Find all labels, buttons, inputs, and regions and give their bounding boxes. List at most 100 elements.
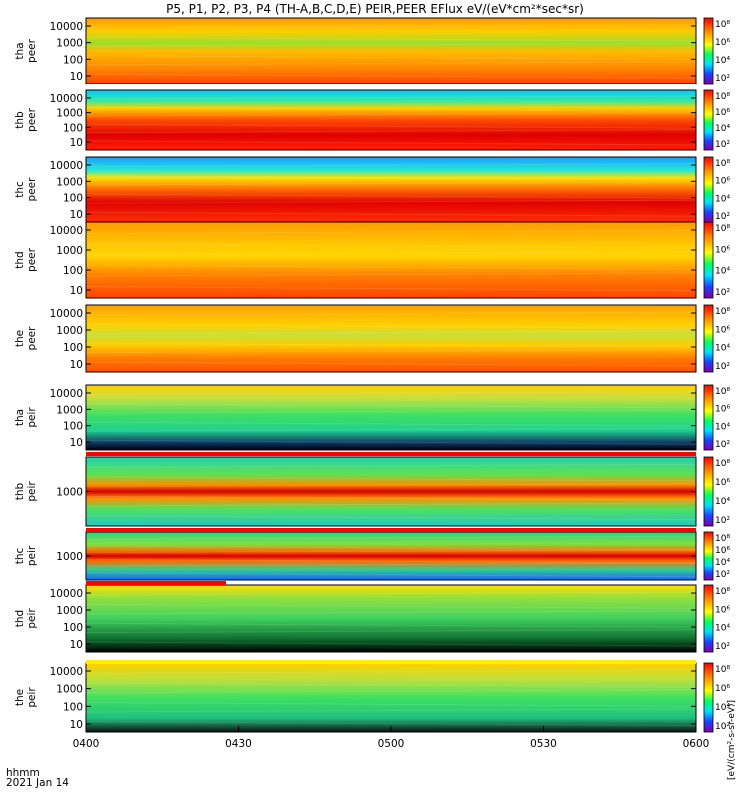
colorbar-tick-label: 10⁴ xyxy=(715,344,730,354)
colorbar-tick-label: 10² xyxy=(715,288,730,298)
band-line xyxy=(85,549,697,554)
x-tick-label: 0400 xyxy=(73,738,100,750)
colorbar xyxy=(703,304,714,373)
band-line xyxy=(85,95,697,100)
spectrogram-thc-peer xyxy=(86,157,696,222)
x-tick-label: 0530 xyxy=(530,738,557,750)
band-line xyxy=(85,73,697,79)
panel-the-peir: 10000 1000 100 10 the peir 10⁸ 10⁶ 10⁴ 10² xyxy=(14,662,730,733)
band-line xyxy=(85,42,697,47)
colorbar-tick-label: 10⁸ xyxy=(715,534,730,544)
band-line xyxy=(85,409,697,414)
y-tick-label: 1000 xyxy=(56,108,83,120)
spectrogram-the-peer xyxy=(86,305,696,372)
colorbar-tick-label: 10² xyxy=(715,570,730,580)
spectrogram-thb-peer xyxy=(86,90,696,150)
y-tick-label: 1000 xyxy=(56,176,83,188)
panel-frame xyxy=(85,89,697,151)
band-line xyxy=(85,558,697,564)
y-tick-label: 100 xyxy=(63,193,83,205)
band-line xyxy=(85,342,697,348)
y-tick-label: 10 xyxy=(70,209,83,221)
colorbar-tick-label: 10² xyxy=(715,212,730,222)
colorbar xyxy=(703,17,714,85)
panel-label-species: peer xyxy=(26,38,38,63)
band-line xyxy=(85,330,697,335)
colorbar-tick-label: 10⁶ xyxy=(715,478,730,488)
y-tick-label: 10 xyxy=(70,639,83,651)
band-line xyxy=(85,641,697,647)
band-line xyxy=(85,272,697,277)
band-line xyxy=(85,495,697,501)
band-line xyxy=(85,689,697,694)
y-tick-label: 10000 xyxy=(50,160,83,172)
y-tick-label: 100 xyxy=(63,701,83,713)
colorbar-tick-label: 10⁶ xyxy=(715,405,730,415)
status-bar xyxy=(86,528,696,532)
status-bar xyxy=(86,452,696,456)
colorbar-tick-label: 10⁴ xyxy=(715,497,730,507)
colorbar-tick-label: 10⁶ xyxy=(715,605,730,615)
spectrogram-tha-peir xyxy=(86,385,696,450)
spectrogram-thd-peir xyxy=(86,585,696,652)
x-tick-label: 0430 xyxy=(225,738,252,750)
panel-label-species: peir xyxy=(26,608,38,629)
colorbar xyxy=(703,584,714,653)
band-line xyxy=(85,193,697,199)
panel-label-species: peir xyxy=(26,687,38,708)
status-bar-partial xyxy=(86,581,226,585)
colorbar-tick-label: 10² xyxy=(715,140,730,150)
colorbar-tick-label: 10⁴ xyxy=(715,267,730,277)
colorbar-tick-label: 10⁴ xyxy=(715,558,730,568)
panel-tha-peir: 10000 1000 100 10 tha peir 10⁸ 10⁶ 10⁴ 10² xyxy=(14,384,730,451)
y-tick-label: 10000 xyxy=(50,21,83,33)
colorbar-tick-label: 10⁶ xyxy=(715,108,730,118)
status-bar xyxy=(86,660,696,664)
y-tick-label: 100 xyxy=(63,122,83,134)
panel-label-probe: thc xyxy=(14,548,26,565)
panel-thc-peer: 10000 1000 100 10 thc peer 10⁸ 10⁶ 10⁴ 10² xyxy=(14,156,730,223)
band-line xyxy=(85,721,697,727)
band-line xyxy=(85,629,697,634)
panel-label-probe: tha xyxy=(14,42,26,59)
colorbar-tick-label: 10⁶ xyxy=(715,325,730,335)
y-tick-label: 10 xyxy=(70,71,83,83)
panel-tha-peer: 10000 1000 100 10 tha peer 10⁸ 10⁶ 10⁴ 10² xyxy=(14,17,730,85)
band-line xyxy=(85,535,697,540)
y-tick-label: 1000 xyxy=(56,684,83,696)
colorbar-tick-label: 10⁶ xyxy=(715,245,730,255)
band-line xyxy=(85,112,697,117)
y-tick-label: 1000 xyxy=(56,245,83,257)
chart-title: P5, P1, P2, P3, P4 (TH-A,B,C,D,E) PEIR,P… xyxy=(166,2,584,16)
band-line xyxy=(85,163,697,168)
band-line xyxy=(85,361,697,367)
band-line xyxy=(85,199,697,204)
spectrogram-thb-peir xyxy=(86,457,696,526)
panel-frame xyxy=(85,304,697,373)
spectrogram-thd-peer xyxy=(86,222,696,298)
y-tick-label: 10 xyxy=(70,437,83,449)
status-bar xyxy=(86,84,696,88)
y-tick-label: 1000 xyxy=(56,487,83,499)
band-line xyxy=(85,311,697,316)
band-line xyxy=(85,181,697,186)
band-line xyxy=(85,622,697,628)
y-tick-label: 10 xyxy=(70,359,83,371)
panel-label-species: peer xyxy=(26,177,38,202)
y-tick-label: 10 xyxy=(70,285,83,297)
band-line xyxy=(85,24,697,29)
panel-label-species: peir xyxy=(26,481,38,502)
band-line xyxy=(85,251,697,256)
colorbar-tick-label: 10² xyxy=(715,440,730,450)
band-line xyxy=(85,701,697,707)
y-tick-label: 10000 xyxy=(50,388,83,400)
y-tick-label: 100 xyxy=(63,421,83,433)
band-line xyxy=(85,175,697,181)
band-line xyxy=(85,483,697,488)
band-line xyxy=(85,545,697,551)
colorbar-tick-label: 10⁴ xyxy=(715,703,730,713)
colorbar-tick-label: 10⁸ xyxy=(715,20,730,30)
y-tick-label: 10000 xyxy=(50,93,83,105)
band-line xyxy=(85,36,697,42)
